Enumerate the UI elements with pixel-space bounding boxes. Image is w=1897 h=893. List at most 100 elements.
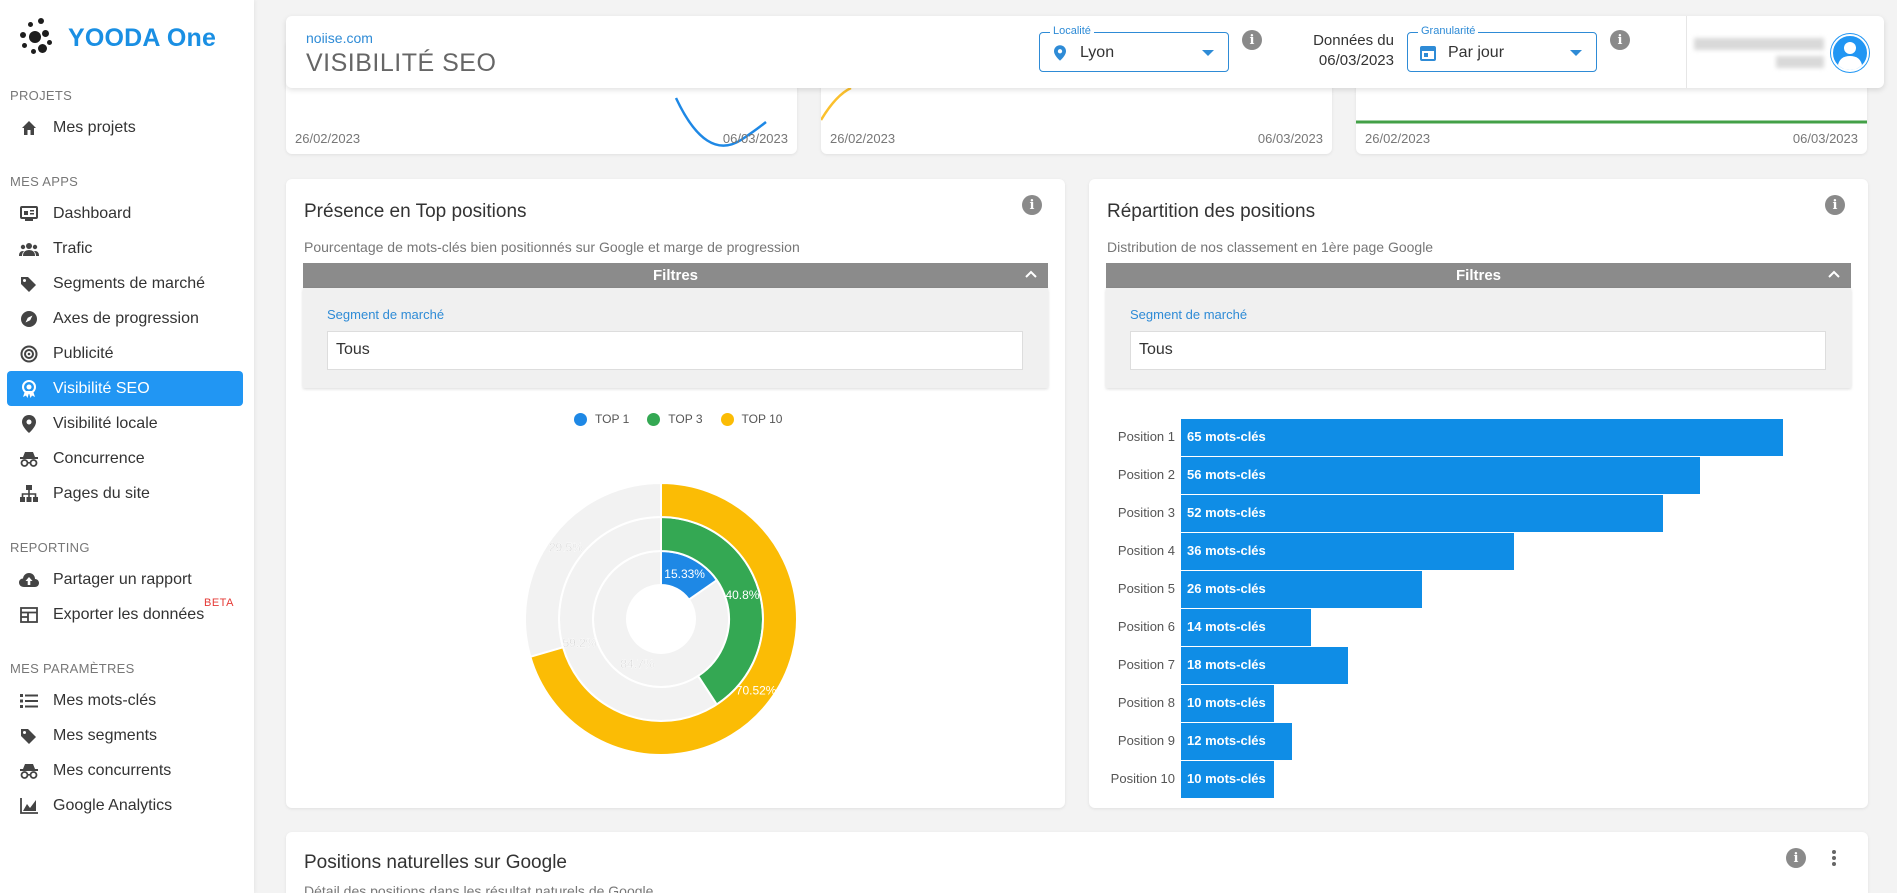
app-logo[interactable]: YOODA One [18,18,216,58]
section-projets: PROJETS [10,88,73,103]
blurred-user-name [1694,38,1824,50]
sidebar-item-partager-un-rapport[interactable]: Partager un rapport [7,562,243,597]
bar-position-2[interactable]: 56 mots-clés [1181,457,1700,494]
calendar-icon [1418,43,1438,63]
bar-category-label: Position 1 [1117,429,1175,444]
sidebar-item-mes-projets[interactable]: Mes projets [7,110,243,145]
bar-position-8[interactable]: 10 mots-clés [1181,685,1274,722]
more-options-icon[interactable] [1831,848,1837,868]
card-title: Positions naturelles sur Google [304,852,567,873]
granularite-select[interactable]: Granularité Par jour [1407,25,1597,72]
localite-select[interactable]: Localité Lyon [1039,25,1229,72]
legend-item-top3[interactable]: TOP 3 [647,412,703,426]
data-date: Données du 06/03/2023 [1302,31,1394,71]
mini-date-start: 26/02/2023 [830,131,896,146]
project-domain-link[interactable]: noiise.com [306,30,373,46]
bar-data-label: 26 mots-clés [1187,581,1266,596]
sidebar-item-visibilite-locale[interactable]: Visibilité locale [7,406,243,441]
header-divider [1686,16,1687,88]
map-pin-icon [19,414,39,434]
granularite-value: Par jour [1448,44,1505,61]
sidebar-item-label: Visibilité SEO [53,379,150,397]
list-icon [19,691,39,711]
donut-data-label: 84.7% [620,657,654,671]
chevron-up-icon [1025,270,1037,278]
card-subtitle: Détail des positions dans les résultat n… [304,883,654,893]
bar-position-3[interactable]: 52 mots-clés [1181,495,1663,532]
sidebar-item-mes-mots-cles[interactable]: Mes mots-clés [7,683,243,718]
sidebar: YOODA One PROJETS Mes projets MES APPS D… [0,0,254,893]
yooda-logo-icon [18,18,58,58]
sidebar-item-label: Partager un rapport [53,570,192,588]
bar-category-label: Position 3 [1117,505,1175,520]
bar-position-10[interactable]: 10 mots-clés [1181,761,1274,798]
granularite-legend: Granularité [1418,25,1479,37]
sidebar-item-mes-concurrents[interactable]: Mes concurrents [7,753,243,788]
sidebar-item-concurrence[interactable]: Concurrence [7,441,243,476]
sidebar-item-mes-segments[interactable]: Mes segments [7,718,243,753]
sidebar-item-google-analytics[interactable]: Google Analytics [7,788,243,823]
spy-icon [19,761,39,781]
chevron-down-icon [1202,50,1214,56]
mini-date-start: 26/02/2023 [1365,131,1431,146]
bar-category-label: Position 2 [1117,467,1175,482]
sidebar-item-visibilite-seo[interactable]: Visibilité SEO [7,371,243,406]
bar-data-label: 10 mots-clés [1187,695,1266,710]
sidebar-item-label: Mes projets [53,118,136,136]
info-icon[interactable]: i [1022,195,1042,215]
section-reporting: REPORTING [10,540,90,555]
presence-top-positions-card: Présence en Top positions Pourcentage de… [286,179,1065,808]
info-icon[interactable]: i [1242,30,1262,50]
card-title: Répartition des positions [1107,201,1316,222]
chevron-down-icon [1570,50,1582,56]
donut-data-label: 15.33% [664,567,705,581]
localite-legend: Localité [1050,25,1094,37]
blurred-user-detail [1776,56,1824,68]
section-mes-parametres: MES PARAMÈTRES [10,661,135,676]
user-avatar-icon[interactable] [1830,33,1870,73]
bar-category-label: Position 8 [1117,695,1175,710]
sidebar-item-exporter-les-donnees[interactable]: Exporter les données [7,597,243,632]
segment-select[interactable]: Tous [327,331,1023,370]
donut-data-label: 40.8% [725,588,759,602]
info-icon[interactable]: i [1825,195,1845,215]
donut-data-label: 59.2% [563,636,597,650]
legend-item-top10[interactable]: TOP 10 [720,412,782,426]
legend-item-top1[interactable]: TOP 1 [574,412,629,426]
bar-position-6[interactable]: 14 mots-clés [1181,609,1311,646]
bar-position-4[interactable]: 36 mots-clés [1181,533,1515,570]
bar-position-7[interactable]: 18 mots-clés [1181,647,1348,684]
bar-category-label: Position 7 [1117,657,1175,672]
info-icon[interactable]: i [1610,30,1630,50]
sidebar-item-label: Axes de progression [53,309,199,327]
donut-slice-remainder[interactable] [526,484,662,659]
bar-position-9[interactable]: 12 mots-clés [1181,723,1293,760]
bar-position-1[interactable]: 65 mots-clés [1181,419,1783,456]
data-date-label: Données du [1313,32,1394,49]
bar-data-label: 18 mots-clés [1187,657,1266,672]
bar-data-label: 10 mots-clés [1187,771,1266,786]
sidebar-item-trafic[interactable]: Trafic [7,231,243,266]
sidebar-item-publicite[interactable]: Publicité [7,336,243,371]
bar-data-label: 12 mots-clés [1187,733,1266,748]
sidebar-item-axes-de-progression[interactable]: Axes de progression [7,301,243,336]
segment-select[interactable]: Tous [1130,331,1826,370]
mini-chart-2 [821,86,852,121]
filters-panel: Segment de marché Tous [303,288,1048,388]
sidebar-item-pages-du-site[interactable]: Pages du site [7,476,243,511]
mini-date-end: 06/03/2023 [722,131,788,146]
bar-data-label: 36 mots-clés [1187,543,1266,558]
filters-toggle[interactable]: Filtres [303,263,1048,288]
filters-toggle[interactable]: Filtres [1106,263,1851,288]
donut-data-label: 70.52% [736,684,777,698]
donut-slice-top10[interactable] [529,484,798,756]
sidebar-item-dashboard[interactable]: Dashboard [7,196,243,231]
sidebar-item-segments-de-marche[interactable]: Segments de marché [7,266,243,301]
bar-category-label: Position 6 [1117,619,1175,634]
info-icon[interactable]: i [1786,848,1806,868]
bar-category-label: Position 10 [1110,771,1175,786]
spy-icon [19,449,39,469]
sidebar-item-label: Trafic [53,239,93,257]
chevron-up-icon [1828,270,1840,278]
bar-position-5[interactable]: 26 mots-clés [1181,571,1422,608]
